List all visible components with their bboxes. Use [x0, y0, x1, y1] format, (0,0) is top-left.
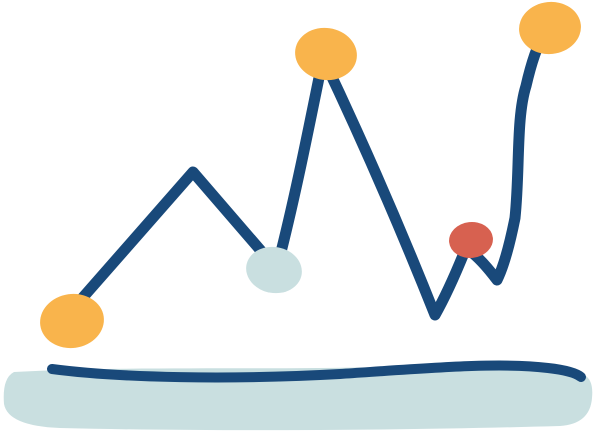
alert-marker [449, 221, 493, 259]
baseline-line [47, 360, 586, 383]
dip-marker [246, 246, 302, 294]
start-marker [40, 293, 104, 349]
ground-band [3, 366, 593, 431]
end-marker [519, 1, 581, 55]
peak-marker [295, 27, 357, 81]
